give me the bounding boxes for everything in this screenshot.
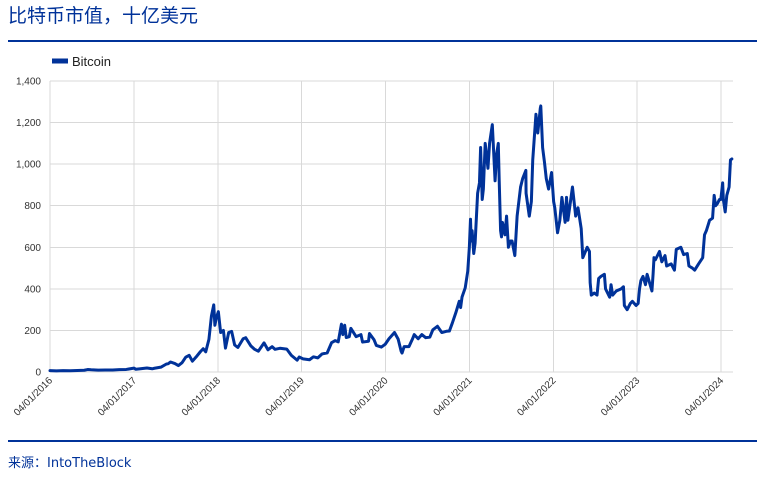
gridlines	[49, 80, 733, 373]
y-tick-label: 1,400	[16, 77, 41, 88]
x-axis-ticks: 04/01/2016 04/01/2017 04/01/2018 04/01/2019…	[12, 375, 727, 418]
x-tick-label: 04/01/2019	[264, 375, 307, 418]
y-tick-label: 200	[24, 326, 41, 337]
x-tick-label: 04/01/2023	[599, 375, 642, 418]
y-tick-label: 400	[24, 284, 41, 295]
y-tick-label: 600	[24, 243, 41, 254]
y-tick-label: 0	[35, 368, 41, 379]
x-tick-label: 04/01/2017	[96, 375, 139, 418]
y-axis-ticks: 0 200 400 600 800 1,000 1,200 1,400	[16, 77, 41, 379]
x-tick-label: 04/01/2024	[683, 375, 726, 418]
legend: Bitcoin	[52, 54, 111, 69]
x-tick-label: 04/01/2018	[180, 375, 223, 418]
y-tick-label: 1,200	[16, 118, 41, 129]
x-tick-label: 04/01/2021	[432, 375, 475, 418]
x-tick-label: 04/01/2022	[515, 375, 558, 418]
series-layer	[48, 104, 734, 373]
x-tick-label: 04/01/2020	[347, 375, 390, 418]
source-note: 来源：IntoTheBlock	[8, 456, 132, 471]
x-tick-label: 04/01/2016	[12, 375, 55, 418]
legend-label-bitcoin: Bitcoin	[72, 54, 111, 69]
y-tick-label: 1,000	[16, 160, 41, 171]
series-line-bitcoin	[48, 104, 734, 373]
bottom-divider	[8, 440, 757, 442]
chart-title: 比特币市值，十亿美元	[8, 5, 199, 27]
y-tick-label: 800	[24, 201, 41, 212]
top-divider	[8, 40, 757, 42]
